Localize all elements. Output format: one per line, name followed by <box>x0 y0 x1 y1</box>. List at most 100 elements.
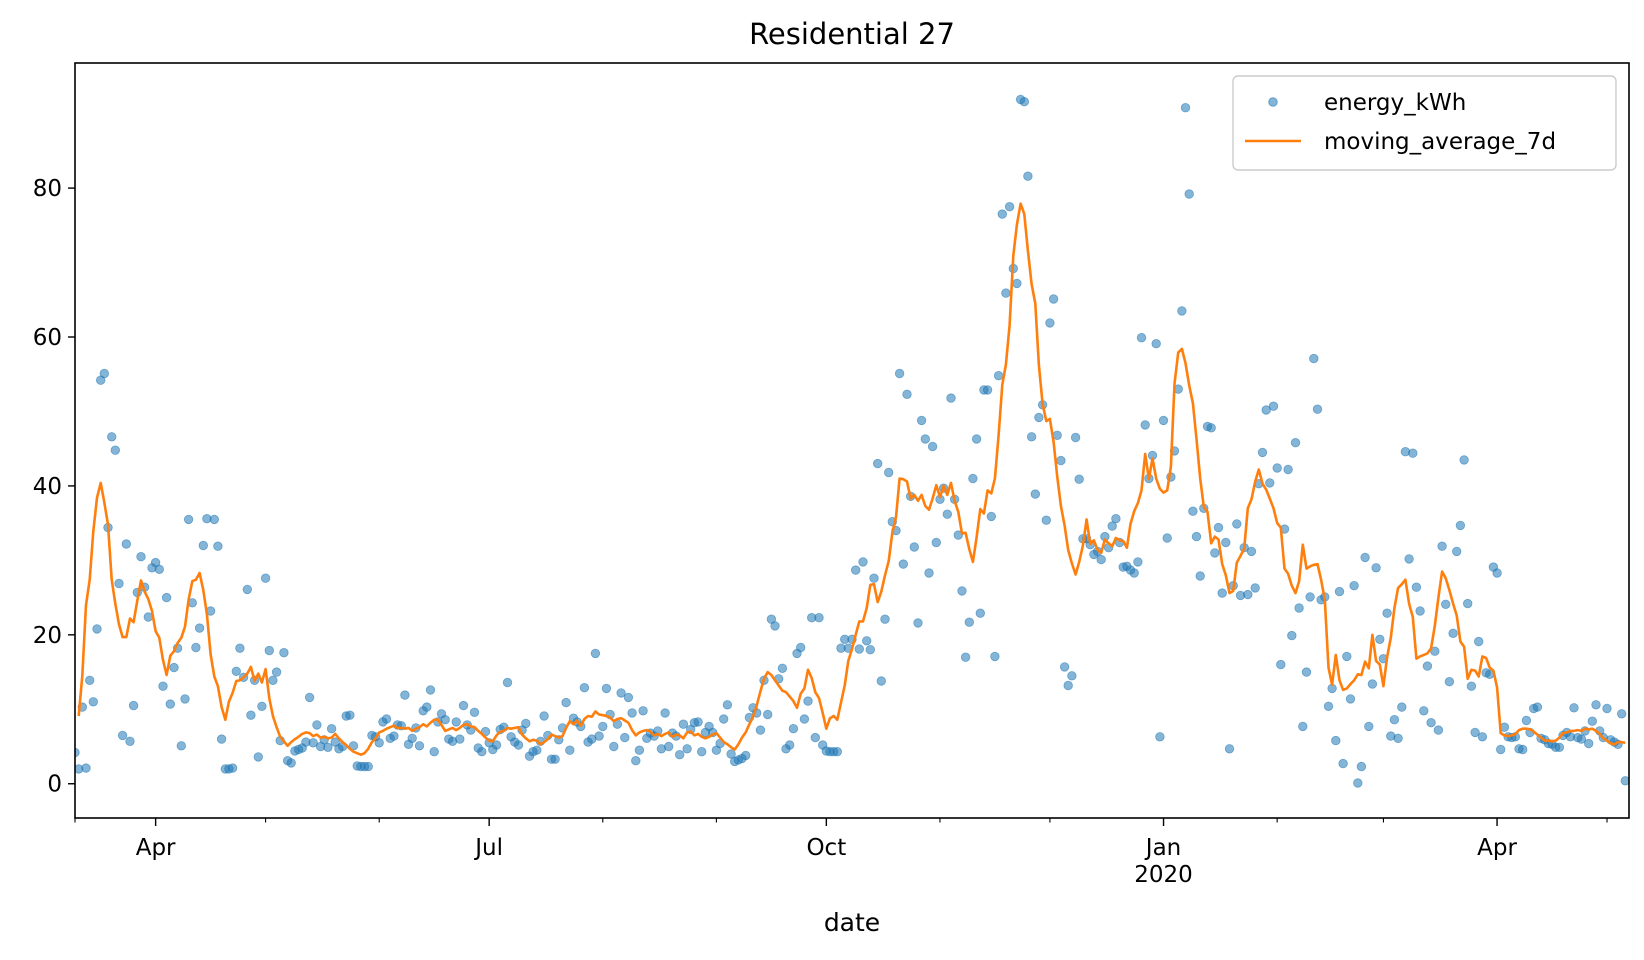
data-point <box>271 667 282 677</box>
data-point <box>407 733 417 744</box>
data-point <box>422 702 432 712</box>
data-point <box>953 530 964 540</box>
data-point <box>312 720 322 730</box>
data-point <box>920 434 931 444</box>
data-point <box>1265 478 1275 488</box>
data-point <box>304 692 315 703</box>
data-point <box>594 731 604 741</box>
data-point <box>1331 735 1341 746</box>
data-point <box>257 701 267 712</box>
data-point <box>770 621 780 631</box>
data-point <box>1246 546 1257 557</box>
data-point <box>1495 744 1506 755</box>
x-tick-label: Jul <box>473 835 503 861</box>
data-point <box>1213 522 1224 533</box>
data-point <box>785 740 795 750</box>
data-point <box>993 371 1004 381</box>
x-tick-label: Apr <box>1477 835 1517 861</box>
data-point <box>598 721 608 732</box>
data-point <box>521 718 531 729</box>
data-point <box>1276 659 1286 670</box>
data-point <box>990 651 1000 662</box>
data-point <box>664 741 674 752</box>
data-point <box>1136 333 1147 343</box>
data-point <box>389 731 399 741</box>
data-point <box>623 692 634 703</box>
data-point <box>1459 455 1469 465</box>
data-point <box>154 564 165 575</box>
data-point <box>1268 401 1279 411</box>
data-point <box>810 732 821 743</box>
data-point <box>84 675 95 686</box>
data-point <box>110 445 121 455</box>
data-point <box>579 683 590 693</box>
data-point <box>862 636 872 646</box>
data-point <box>858 557 868 567</box>
y-tick-label: 60 <box>33 325 62 351</box>
data-point <box>1554 742 1565 753</box>
data-point <box>1158 415 1169 426</box>
data-point <box>902 389 912 400</box>
data-point <box>191 642 201 653</box>
data-point <box>106 432 117 442</box>
data-point <box>1243 589 1253 600</box>
data-point <box>169 662 179 673</box>
data-point <box>561 697 571 708</box>
legend-box <box>1232 75 1617 171</box>
data-point <box>1437 541 1447 551</box>
data-point <box>550 754 560 764</box>
data-point <box>1026 432 1037 442</box>
data-point <box>803 696 813 706</box>
data-point <box>1411 582 1422 592</box>
data-point <box>590 648 601 659</box>
data-point <box>440 715 450 725</box>
data-point <box>1620 776 1629 786</box>
data-point <box>209 514 220 525</box>
x-tick-label: Apr <box>136 835 176 861</box>
data-point <box>1312 404 1323 414</box>
data-point <box>88 697 99 707</box>
data-point <box>235 643 245 653</box>
data-point <box>194 623 205 633</box>
data-point <box>363 761 373 772</box>
data-point <box>75 747 80 758</box>
data-point <box>1041 515 1052 525</box>
data-point <box>1532 702 1543 712</box>
data-point <box>326 724 337 734</box>
data-point <box>851 565 861 575</box>
data-point <box>1393 733 1403 744</box>
data-point <box>1221 537 1231 548</box>
data-point <box>114 578 124 589</box>
data-point <box>620 732 630 743</box>
data-point <box>601 683 612 694</box>
data-point <box>894 368 905 379</box>
data-point <box>1070 432 1081 443</box>
data-point <box>1151 339 1161 349</box>
data-point <box>165 699 176 709</box>
data-point <box>242 584 253 595</box>
data-point <box>957 586 967 596</box>
data-point <box>1305 592 1315 602</box>
data-point <box>1338 758 1348 769</box>
data-point <box>125 736 135 747</box>
data-point <box>1023 171 1033 181</box>
data-point <box>1451 546 1462 557</box>
data-point <box>429 747 439 757</box>
data-point <box>1162 533 1172 543</box>
data-point <box>1342 651 1352 662</box>
data-point <box>198 540 209 551</box>
data-point <box>1096 554 1106 565</box>
data-point <box>1367 679 1378 689</box>
data-point <box>971 434 982 444</box>
data-point <box>1056 455 1066 466</box>
data-point <box>755 725 766 735</box>
data-point <box>92 624 102 634</box>
data-point <box>916 415 927 426</box>
data-point <box>873 458 883 469</box>
data-point <box>880 614 890 624</box>
data-point <box>1191 531 1202 542</box>
data-point <box>1517 744 1528 755</box>
data-point <box>1012 278 1022 289</box>
data-point <box>1177 306 1187 316</box>
data-point <box>414 741 425 751</box>
